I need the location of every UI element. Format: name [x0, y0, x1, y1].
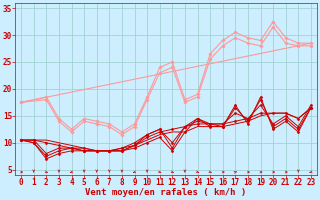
X-axis label: Vent moyen/en rafales ( km/h ): Vent moyen/en rafales ( km/h ) — [85, 188, 247, 197]
